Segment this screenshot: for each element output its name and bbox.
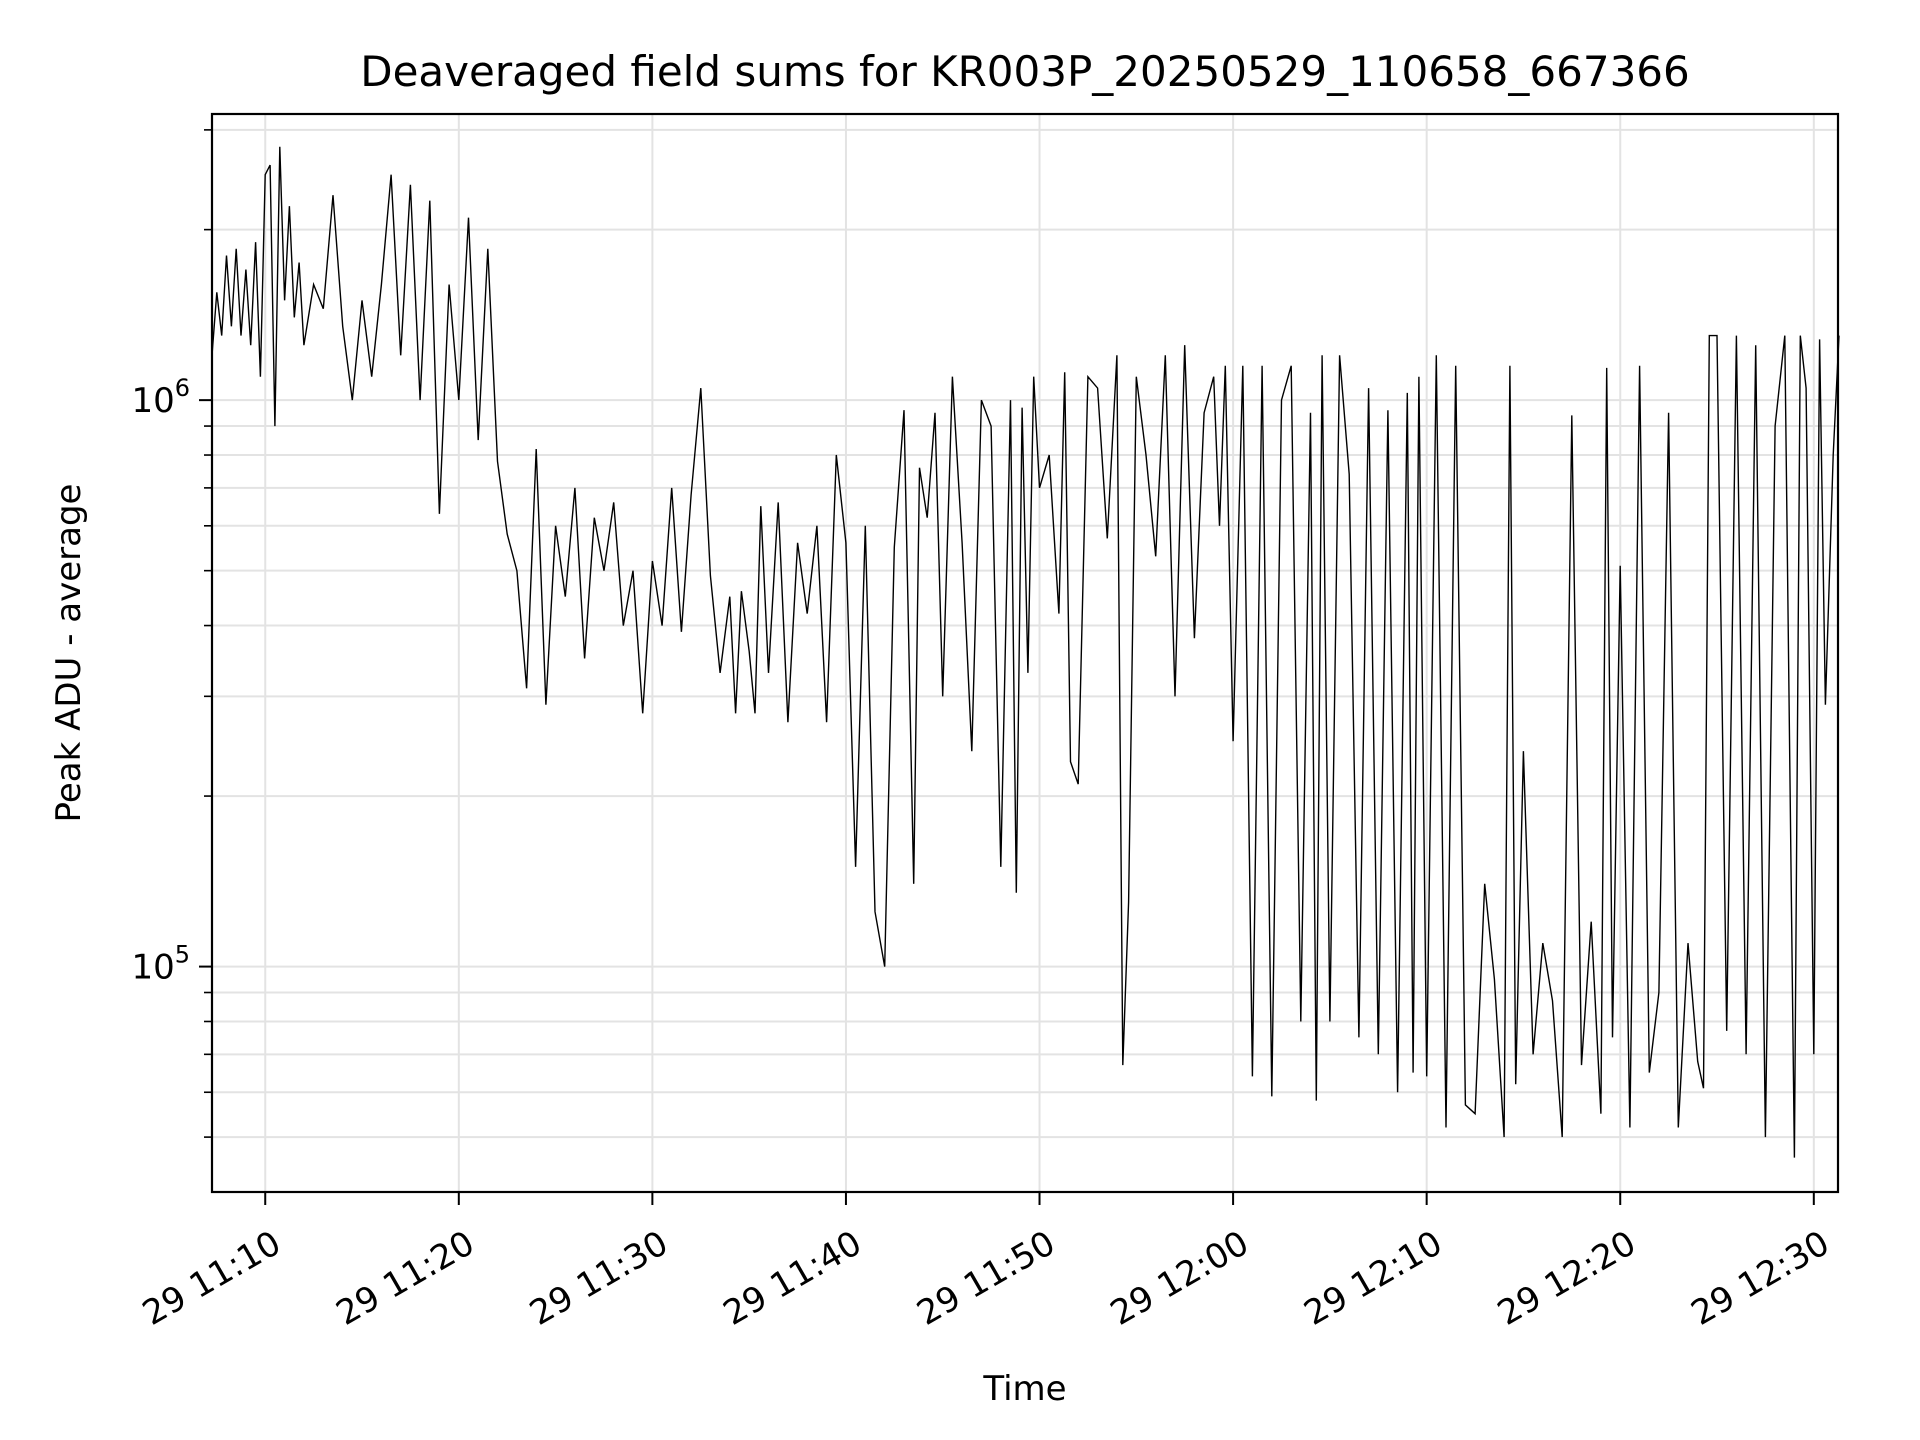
y-axis-label: Peak ADU - average xyxy=(49,484,89,823)
grid-layer xyxy=(212,114,1838,1192)
x-axis-label: Time xyxy=(982,1369,1066,1409)
series-line xyxy=(211,146,1840,1158)
y-tick-label: 105 xyxy=(131,941,190,988)
y-tick-label: 106 xyxy=(131,374,190,421)
y-axis: 105 106 xyxy=(131,129,212,1138)
chart-title: Deaveraged field sums for KR003P_2025052… xyxy=(360,47,1690,96)
plot-frame xyxy=(210,112,1840,1194)
line-layer xyxy=(211,146,1840,1158)
